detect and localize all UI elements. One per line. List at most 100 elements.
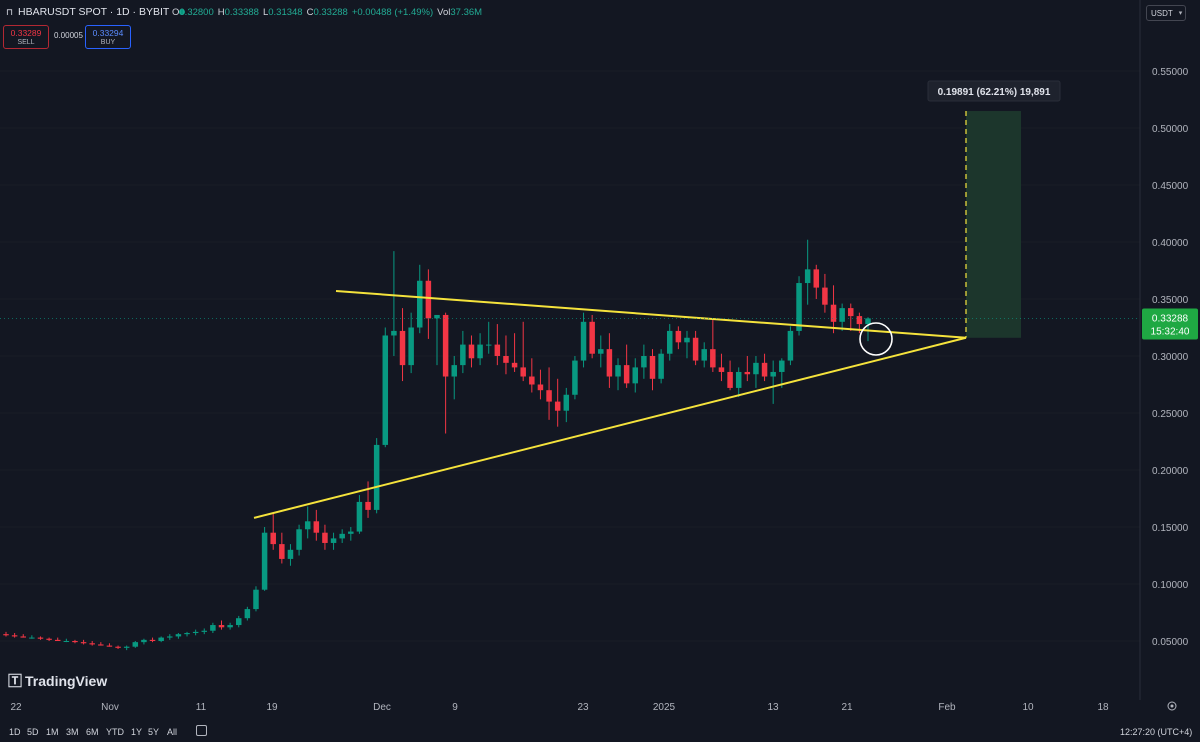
candle [503, 335, 509, 375]
candle-body [779, 360, 785, 372]
timeframe-all[interactable]: All [167, 727, 178, 737]
candle [554, 378, 561, 427]
candle-body [830, 304, 837, 322]
time-tick-label: 23 [577, 702, 589, 713]
candle-body [804, 269, 811, 284]
timeframe-1d[interactable]: 1D [9, 727, 21, 737]
time-tick-label: 18 [1097, 702, 1109, 713]
candle [98, 642, 104, 646]
candle-body [753, 362, 759, 375]
candle-body [399, 330, 406, 366]
timeframe-1m[interactable]: 1M [46, 727, 59, 737]
candle-body [744, 371, 751, 375]
bar-countdown: 15:32:40 [1151, 327, 1190, 338]
candle-body [158, 637, 164, 641]
candle [29, 635, 35, 639]
candle-body [589, 321, 595, 354]
candle [563, 387, 570, 423]
candle [391, 251, 397, 356]
candle [804, 239, 811, 305]
candle-body [356, 501, 363, 532]
candle-body [839, 308, 845, 322]
candle [296, 524, 302, 556]
candle [348, 527, 354, 541]
candle-body [106, 645, 113, 647]
timeframe-1y[interactable]: 1Y [131, 727, 143, 737]
candle [529, 358, 535, 393]
candle-body [848, 308, 854, 317]
candle [399, 308, 406, 382]
candle-body [115, 646, 121, 648]
candle-body [253, 589, 259, 610]
ohlc-item: O0.32800 [172, 7, 214, 18]
candle [210, 622, 216, 634]
clock-readout[interactable]: 12:27:20 (UTC+4) [1120, 727, 1193, 737]
candle [710, 319, 716, 372]
candle-body [451, 365, 457, 377]
candle-body [304, 521, 311, 530]
last-price-value: 0.33288 [1152, 314, 1189, 325]
time-tick-label: 9 [452, 702, 458, 713]
candle-body [201, 630, 208, 632]
candle [408, 312, 414, 374]
chart-header: ⊓ HBARUSDT SPOT · 1D · BYBIT O0.32800 H0.… [0, 0, 1200, 20]
candle-body [822, 287, 828, 305]
candle [123, 645, 130, 651]
candle-body [46, 638, 52, 640]
ohlc-value: 0.33288 [313, 7, 348, 18]
settings-gear-icon[interactable] [1167, 701, 1177, 711]
highlight-circle[interactable] [859, 322, 893, 356]
candle [235, 615, 242, 628]
candle-body [98, 644, 104, 646]
candle [770, 360, 776, 404]
timeframe-ytd[interactable]: YTD [106, 727, 124, 737]
candle [675, 326, 682, 350]
candle [537, 369, 544, 400]
time-tick-label: Dec [373, 702, 391, 713]
symbol-title[interactable]: HBARUSDT SPOT · 1D · BYBIT [18, 6, 170, 18]
brand-name: TradingView [25, 673, 108, 689]
candle-body [313, 521, 320, 533]
candle [11, 633, 18, 638]
candle-body [279, 544, 285, 559]
ohlc-value: 37.36M [450, 7, 483, 18]
price-range-target-box[interactable] [966, 111, 1021, 338]
candle-body [494, 344, 501, 356]
spread-value: 0.00005 [54, 31, 83, 40]
candle [3, 631, 9, 637]
lower-trendline[interactable] [253, 336, 967, 519]
candle-body [710, 349, 716, 368]
time-tick-label: Feb [938, 702, 956, 713]
candle [184, 631, 190, 637]
candle-body [408, 327, 414, 366]
candle-body [649, 356, 656, 379]
candle-body [641, 356, 647, 368]
candle-body [149, 639, 156, 641]
ohlc-item: +0.00488 (+1.49%) [352, 7, 433, 18]
timeframe-5y[interactable]: 5Y [148, 727, 160, 737]
candle-body [123, 646, 130, 648]
sell-button[interactable]: 0.33289 SELL [3, 25, 49, 49]
timeframe-5d[interactable]: 5D [27, 727, 39, 737]
symbol-info[interactable]: ⊓ HBARUSDT SPOT · 1D · BYBIT [6, 6, 191, 18]
candle [520, 321, 526, 382]
calendar-icon[interactable] [196, 725, 207, 736]
candle [830, 285, 837, 334]
buy-button[interactable]: 0.33294 BUY [85, 25, 131, 49]
candle [822, 273, 828, 313]
candle [460, 330, 466, 374]
trendlines: 0.19891 (62.21%) 19,891 [0, 80, 1140, 519]
candle-body [3, 634, 9, 636]
ohlc-value: 0.31348 [268, 7, 303, 18]
timeframe-6m[interactable]: 6M [86, 727, 99, 737]
candle-body [235, 618, 242, 626]
candle-body [167, 636, 173, 638]
timeframe-3m[interactable]: 3M [66, 727, 79, 737]
candle-body [210, 625, 216, 631]
upper-trendline[interactable] [335, 290, 967, 339]
candle [451, 356, 457, 400]
time-tick-label: 22 [10, 702, 22, 713]
currency-select[interactable]: USDT ▾ [1146, 5, 1186, 21]
candle-body [425, 280, 432, 319]
